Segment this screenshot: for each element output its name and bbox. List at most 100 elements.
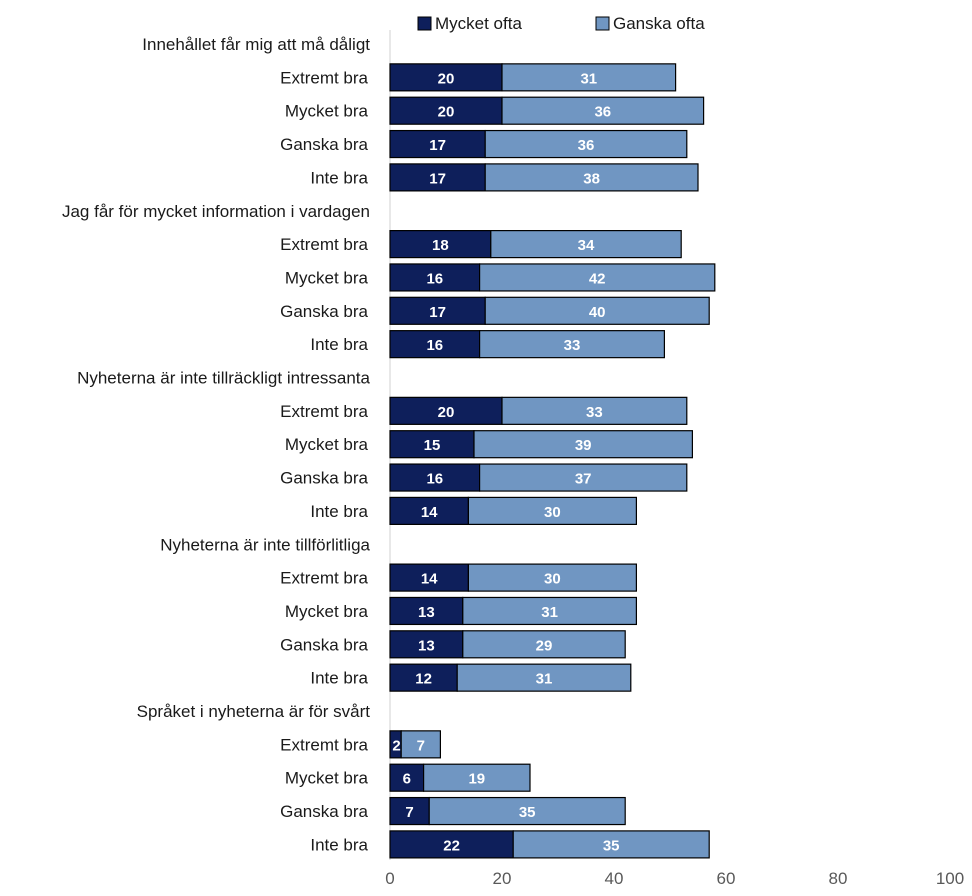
x-tick-label: 80 bbox=[829, 869, 848, 888]
category-label: Inte bra bbox=[310, 835, 368, 854]
data-label: 13 bbox=[418, 637, 435, 654]
bar-segment bbox=[473, 430, 693, 459]
x-tick-label: 0 bbox=[385, 869, 394, 888]
bar-segment bbox=[467, 496, 637, 525]
bar-segment bbox=[512, 830, 710, 859]
data-label: 33 bbox=[564, 337, 581, 354]
data-label: 2 bbox=[392, 737, 400, 754]
category-label: Mycket bra bbox=[285, 769, 369, 788]
category-label: Extremt bra bbox=[280, 68, 368, 87]
bar-segment bbox=[389, 596, 464, 626]
bar-segment bbox=[462, 630, 626, 659]
group-label: Nyheterna är inte tillförlitliga bbox=[160, 535, 370, 554]
bar-segment bbox=[389, 463, 481, 492]
legend-label: Ganska ofta bbox=[613, 14, 705, 33]
category-label: Ganska bra bbox=[280, 469, 368, 488]
bar-segment bbox=[389, 796, 430, 826]
bar-segment bbox=[501, 396, 688, 425]
data-label: 35 bbox=[519, 804, 536, 821]
bar-segment bbox=[462, 596, 637, 626]
category-label: Inte bra bbox=[310, 335, 368, 354]
bar-segment bbox=[389, 96, 503, 125]
category-label: Mycket bra bbox=[285, 602, 369, 621]
category-label: Extremt bra bbox=[280, 569, 368, 588]
group-label: Nyheterna är inte tillräckligt intressan… bbox=[77, 369, 370, 388]
data-label: 33 bbox=[586, 404, 603, 421]
bar-segment bbox=[389, 496, 470, 525]
category-label: Ganska bra bbox=[280, 802, 368, 821]
bar-segment bbox=[389, 396, 503, 425]
x-tick-label: 40 bbox=[605, 869, 624, 888]
group-label: Språket i nyheterna är för svårt bbox=[137, 702, 371, 721]
bar-segment bbox=[400, 730, 442, 759]
category-label: Mycket bra bbox=[285, 435, 369, 454]
data-label: 6 bbox=[403, 771, 411, 788]
data-label: 30 bbox=[544, 571, 561, 588]
data-label: 17 bbox=[429, 137, 446, 154]
bar-segment bbox=[501, 96, 705, 125]
group-label: Jag får för mycket information i vardage… bbox=[62, 202, 370, 221]
bar-segment bbox=[389, 263, 481, 292]
data-label: 39 bbox=[575, 437, 592, 454]
data-label: 17 bbox=[429, 304, 446, 321]
data-label: 14 bbox=[421, 504, 438, 521]
data-label: 31 bbox=[536, 671, 553, 688]
bar-segment bbox=[484, 129, 688, 159]
category-label: Extremt bra bbox=[280, 235, 368, 254]
category-label: Inte bra bbox=[310, 168, 368, 187]
group-label: Innehållet får mig att må dåligt bbox=[142, 35, 370, 54]
data-label: 7 bbox=[417, 737, 425, 754]
legend-label: Mycket ofta bbox=[435, 14, 522, 33]
data-label: 16 bbox=[426, 471, 443, 488]
data-label: 14 bbox=[421, 571, 438, 588]
bar-segment bbox=[428, 796, 626, 826]
category-label: Ganska bra bbox=[280, 135, 368, 154]
category-label: Mycket bra bbox=[285, 268, 369, 287]
data-label: 12 bbox=[415, 671, 432, 688]
bar-segment bbox=[389, 763, 425, 792]
bar-segment bbox=[389, 830, 514, 859]
data-label: 13 bbox=[418, 604, 435, 621]
category-label: Mycket bra bbox=[285, 102, 369, 121]
bar-segment bbox=[479, 330, 666, 359]
data-label: 42 bbox=[589, 270, 606, 287]
data-label: 31 bbox=[541, 604, 558, 621]
bar-segment bbox=[479, 463, 688, 492]
bar-segment bbox=[389, 296, 486, 325]
data-label: 36 bbox=[578, 137, 595, 154]
data-label: 34 bbox=[578, 237, 595, 254]
x-tick-label: 20 bbox=[493, 869, 512, 888]
x-tick-label: 60 bbox=[717, 869, 736, 888]
data-label: 31 bbox=[580, 70, 597, 87]
category-label: Extremt bra bbox=[280, 402, 368, 421]
bar-segment bbox=[479, 263, 716, 292]
category-label: Inte bra bbox=[310, 502, 368, 521]
data-label: 7 bbox=[405, 804, 413, 821]
bar-segment bbox=[389, 430, 475, 459]
data-label: 15 bbox=[424, 437, 441, 454]
category-label: Ganska bra bbox=[280, 635, 368, 654]
data-label: 16 bbox=[426, 270, 443, 287]
x-tick-label: 100 bbox=[936, 869, 964, 888]
bar-segment bbox=[423, 763, 531, 792]
data-label: 18 bbox=[432, 237, 449, 254]
data-label: 20 bbox=[438, 404, 455, 421]
bar-segment bbox=[389, 330, 481, 359]
data-label: 20 bbox=[438, 70, 455, 87]
data-label: 35 bbox=[603, 837, 620, 854]
legend-swatch bbox=[417, 16, 432, 31]
data-label: 38 bbox=[583, 170, 600, 187]
data-label: 29 bbox=[536, 637, 553, 654]
bar-segment bbox=[389, 630, 464, 659]
bar-segment bbox=[501, 63, 677, 92]
bar-segment bbox=[389, 230, 492, 259]
bar-segment bbox=[484, 296, 710, 325]
legend-swatch bbox=[595, 16, 610, 31]
data-label: 30 bbox=[544, 504, 561, 521]
bar-segment bbox=[467, 563, 637, 592]
data-label: 19 bbox=[468, 771, 485, 788]
data-label: 22 bbox=[443, 837, 460, 854]
data-label: 16 bbox=[426, 337, 443, 354]
